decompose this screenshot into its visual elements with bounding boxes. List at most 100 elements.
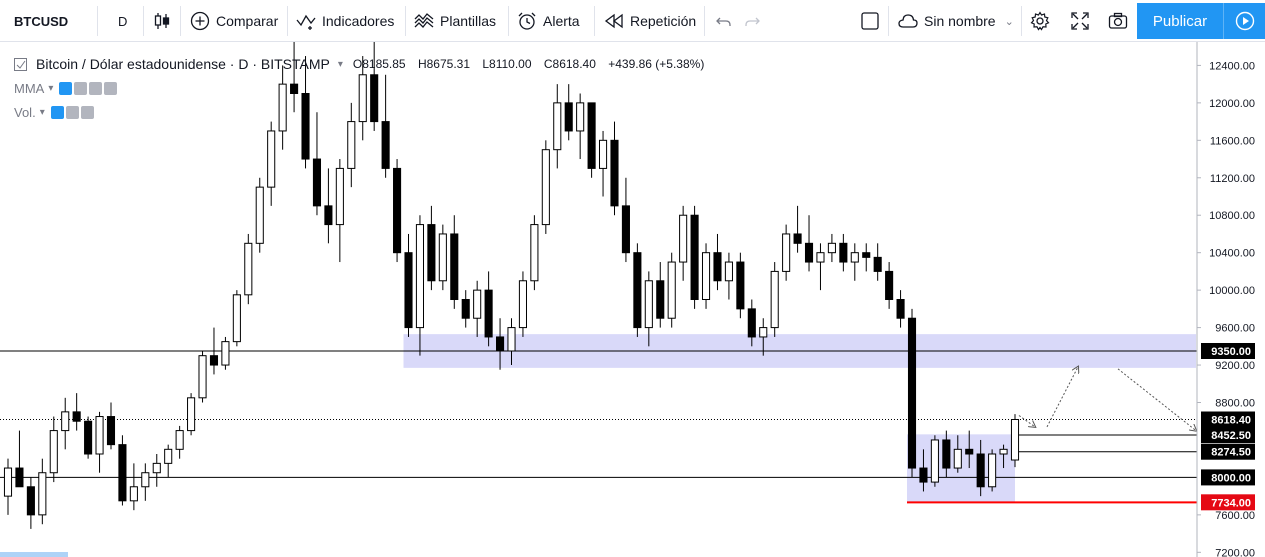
candle-body: [84, 420, 93, 455]
candle-body: [816, 252, 825, 263]
legend-indicator-mma[interactable]: MMA ▾: [14, 76, 713, 100]
candle-body: [930, 439, 939, 483]
legend-open: O8185.85: [352, 57, 406, 71]
gear-icon[interactable]: [74, 81, 88, 95]
toolbar-separator: [287, 6, 288, 36]
candle-body: [782, 233, 791, 272]
source-code-icon[interactable]: [89, 81, 103, 95]
candles-icon: [152, 11, 172, 31]
candle-body: [232, 294, 241, 343]
series-toggle-icon[interactable]: [14, 57, 32, 71]
templates-button[interactable]: Plantillas: [414, 0, 496, 42]
visibility-icon[interactable]: [59, 81, 73, 95]
candle-body: [942, 439, 951, 469]
candle-body: [152, 462, 161, 474]
candles-layer: [3, 42, 1020, 529]
close-icon[interactable]: [80, 105, 94, 119]
toolbar-separator: [508, 6, 509, 36]
chart-pane[interactable]: 12400.00 12000.00 11600.00 11200.00 10800.00…: [0, 42, 1265, 557]
candle-body: [61, 411, 70, 432]
interval-button[interactable]: D: [118, 13, 128, 29]
candle-body: [999, 448, 1008, 455]
candle-body: [312, 158, 322, 207]
compare-label: Comparar: [216, 13, 279, 29]
candle-body: [747, 308, 756, 338]
candle-body: [209, 355, 219, 366]
undo-button[interactable]: [714, 0, 740, 42]
price-tag: [1201, 443, 1255, 460]
candle-body: [690, 214, 699, 301]
chevron-down-icon[interactable]: ▾: [337, 58, 343, 70]
price-tick-label: 8800.00: [1215, 398, 1255, 410]
candle-body: [701, 252, 711, 301]
candle-body: [518, 280, 527, 329]
fullscreen-icon: [1070, 11, 1090, 31]
close-icon[interactable]: [104, 81, 118, 95]
candle-body: [95, 416, 104, 455]
candle-body: [106, 416, 116, 446]
replay-icon: [604, 11, 624, 31]
legend-main-series[interactable]: Bitcoin / Dólar estadounidense · D · BIT…: [14, 52, 713, 76]
candle-body: [496, 336, 505, 352]
select-layout-button[interactable]: [860, 0, 886, 42]
symbol-search-button[interactable]: BTCUSD: [14, 13, 69, 29]
price-tag: [1201, 494, 1255, 511]
snapshot-button[interactable]: [1108, 0, 1134, 42]
lines-layer: [0, 350, 1197, 504]
price-tick-label: 9200.00: [1215, 360, 1255, 372]
candle-body: [656, 280, 665, 319]
price-chart[interactable]: 12400.00 12000.00 11600.00 11200.00 10800.00…: [0, 42, 1265, 557]
candle-body: [564, 102, 573, 132]
legend-close: C8618.40: [543, 57, 596, 71]
alarm-clock-icon: [517, 11, 537, 31]
candle-body: [118, 444, 127, 502]
candle-body: [804, 242, 814, 263]
price-tag: [1201, 469, 1255, 486]
indicator-name: Vol.: [14, 104, 36, 120]
candle-body: [26, 486, 35, 516]
price-tick-label: 11200.00: [1210, 173, 1255, 185]
candle-body: [736, 261, 745, 310]
candle-body: [759, 327, 768, 338]
candle-body: [610, 139, 619, 207]
redo-button[interactable]: [742, 0, 768, 42]
compare-button[interactable]: Comparar: [190, 0, 278, 42]
play-icon: [1235, 11, 1255, 31]
candle-body: [621, 205, 630, 254]
candle-body: [404, 252, 413, 329]
legend-low: L8110.00: [482, 57, 532, 71]
candle-body: [141, 472, 150, 488]
candle-body: [267, 130, 276, 188]
candle-body: [450, 233, 459, 300]
price-tag-label: 8452.50: [1211, 430, 1251, 442]
replay-button[interactable]: Repetición: [604, 0, 696, 42]
gear-icon[interactable]: [65, 105, 79, 119]
chevron-down-icon[interactable]: ▾: [39, 106, 45, 118]
candle-body: [873, 256, 882, 272]
candle-body: [72, 411, 81, 422]
chart-style-button[interactable]: [152, 0, 178, 42]
alert-label: Alerta: [543, 13, 580, 29]
settings-button[interactable]: [1030, 0, 1056, 42]
price-tags: 9350.00 8618.40 8452.50 8274.50 8000.00 7734.…: [1201, 343, 1255, 511]
visibility-icon[interactable]: [50, 105, 64, 119]
candle-body: [885, 270, 894, 300]
candle-body: [484, 289, 493, 338]
indicators-icon: [296, 11, 316, 31]
candle-body: [3, 467, 13, 497]
publish-button[interactable]: Publicar: [1137, 3, 1223, 39]
alert-button[interactable]: Alerta: [517, 0, 580, 42]
legend-indicator-volume[interactable]: Vol. ▾: [14, 100, 713, 124]
candle-body: [507, 327, 516, 352]
candle-body: [850, 252, 859, 263]
indicators-button[interactable]: Indicadores: [296, 0, 394, 42]
fullscreen-button[interactable]: [1070, 0, 1096, 42]
chevron-down-icon[interactable]: ▾: [48, 82, 54, 94]
toolbar-separator: [143, 6, 144, 36]
candle-body: [1010, 419, 1020, 461]
legend-high: H8675.31: [417, 57, 470, 71]
price-tag: [1201, 427, 1255, 444]
publish-menu-button[interactable]: [1223, 3, 1265, 39]
candle-body: [187, 397, 196, 432]
layout-menu-button[interactable]: Sin nombre ⌄: [898, 0, 1018, 42]
